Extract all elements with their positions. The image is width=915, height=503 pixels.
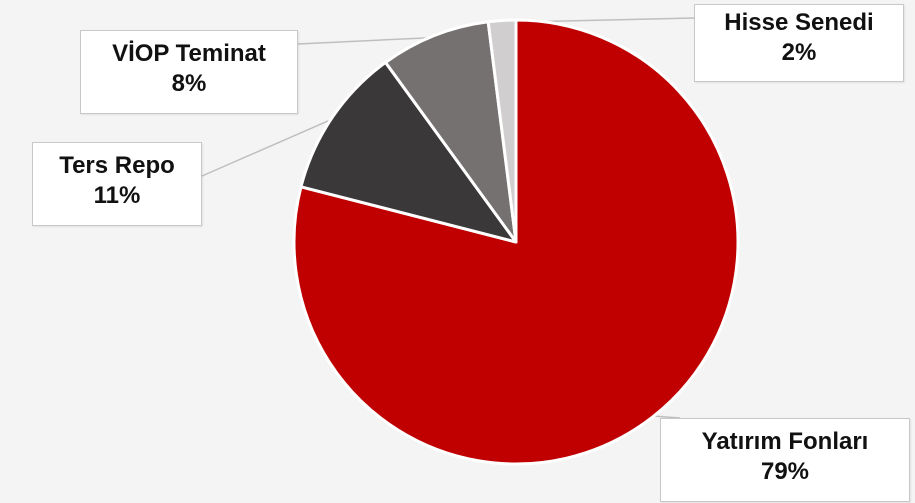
data-label-percent: 79% xyxy=(760,458,810,485)
pie-slice-vi-op-teminat xyxy=(384,20,518,244)
leader-line xyxy=(201,117,335,177)
pie-slices xyxy=(292,18,740,466)
data-label-percent: 2% xyxy=(781,39,817,66)
data-label-percent: 11% xyxy=(93,182,141,209)
data-label-name: VİOP Teminat xyxy=(112,40,266,67)
data-label-yatirim-fonlari: Yatırım Fonları 79% xyxy=(660,418,910,502)
pie-slice-ters-repo xyxy=(299,60,518,244)
pie-slice-hisse-senedi xyxy=(486,18,518,244)
data-label-viop-teminat: VİOP Teminat 8% xyxy=(80,30,298,114)
data-label-hisse-senedi: Hisse Senedi 2% xyxy=(694,4,904,82)
data-label-name: Hisse Senedi xyxy=(724,9,874,36)
data-label-name: Yatırım Fonları xyxy=(701,428,869,455)
data-label-name: Ters Repo xyxy=(59,152,175,179)
data-label-ters-repo: Ters Repo 11% xyxy=(32,142,202,226)
data-label-percent: 8% xyxy=(171,70,207,97)
leader-line xyxy=(297,36,436,45)
